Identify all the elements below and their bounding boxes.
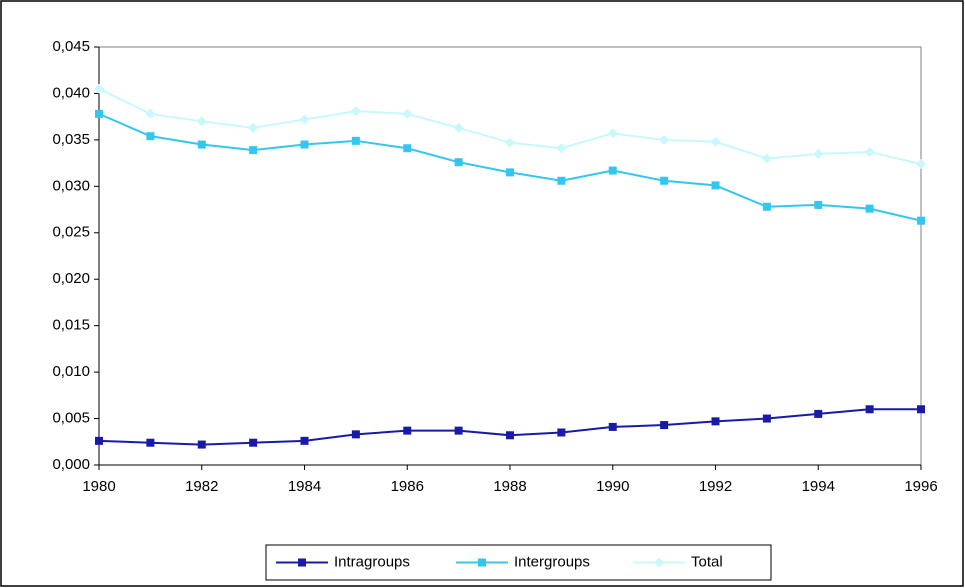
point <box>145 108 156 119</box>
point <box>917 216 925 225</box>
point <box>762 414 771 423</box>
y-tick-label: 0,010 <box>52 363 90 380</box>
point <box>813 148 824 159</box>
legend-label: Intragroups <box>334 553 410 570</box>
point <box>249 146 258 155</box>
point <box>607 128 618 139</box>
point <box>351 430 360 439</box>
y-tick-label: 0,015 <box>52 317 90 334</box>
legend-label: Intergroups <box>514 553 590 570</box>
x-tick-label: 1990 <box>596 478 629 495</box>
point <box>300 436 309 445</box>
x-tick-label: 1984 <box>288 478 321 495</box>
point <box>403 144 412 153</box>
point <box>865 405 874 414</box>
point <box>146 438 155 447</box>
y-tick-label: 0,000 <box>52 456 90 473</box>
plot-area <box>98 46 922 466</box>
point <box>506 431 514 440</box>
point <box>660 421 669 430</box>
point <box>506 168 514 177</box>
y-tick-label: 0,035 <box>52 131 90 148</box>
y-tick-label: 0,025 <box>52 224 90 241</box>
point <box>249 438 258 447</box>
point <box>865 204 874 213</box>
point <box>505 137 515 148</box>
point <box>299 114 310 125</box>
point <box>351 136 360 145</box>
point <box>350 106 361 117</box>
point <box>917 405 925 414</box>
x-tick-label: 1994 <box>802 478 835 495</box>
point <box>557 428 566 437</box>
x-tick-label: 1982 <box>185 478 218 495</box>
x-tick-label: 1992 <box>699 478 732 495</box>
point <box>95 109 103 118</box>
point <box>95 436 103 445</box>
y-tick-label: 0,030 <box>52 177 90 194</box>
x-tick-label: 1996 <box>904 478 937 495</box>
point <box>710 136 721 147</box>
point <box>300 140 309 149</box>
point <box>403 426 412 435</box>
point <box>762 202 771 211</box>
legend-marker <box>654 557 664 568</box>
legend-marker <box>298 558 306 567</box>
x-tick-label: 1986 <box>391 478 424 495</box>
point <box>659 134 670 145</box>
point <box>94 83 104 94</box>
x-tick-label: 1988 <box>493 478 526 495</box>
point <box>711 417 720 426</box>
point <box>916 159 926 170</box>
point <box>660 176 669 185</box>
point <box>557 176 566 185</box>
point <box>248 122 259 133</box>
y-tick-label: 0,045 <box>52 38 90 55</box>
point <box>454 426 463 435</box>
point <box>814 409 823 418</box>
y-tick-label: 0,005 <box>52 410 90 427</box>
point <box>608 166 617 175</box>
point <box>453 122 464 133</box>
x-tick-label: 1980 <box>82 478 115 495</box>
point <box>196 116 207 127</box>
point <box>608 422 617 431</box>
legend-box <box>265 544 772 581</box>
point <box>761 153 772 164</box>
point <box>864 146 875 157</box>
point <box>556 143 567 154</box>
legend-label: Total <box>691 553 723 570</box>
point <box>402 108 413 119</box>
point <box>711 181 720 190</box>
y-tick-label: 0,020 <box>52 270 90 287</box>
point <box>146 132 155 141</box>
point <box>454 158 463 167</box>
point <box>197 140 206 149</box>
point <box>197 440 206 449</box>
legend-marker <box>478 558 486 567</box>
point <box>814 200 823 209</box>
y-tick-label: 0,040 <box>52 84 90 101</box>
